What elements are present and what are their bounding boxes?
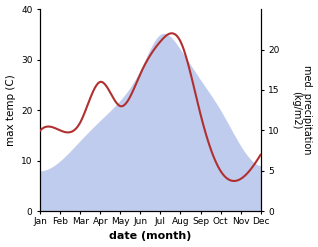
- X-axis label: date (month): date (month): [109, 231, 192, 242]
- Y-axis label: max temp (C): max temp (C): [5, 74, 16, 146]
- Y-axis label: med. precipitation
(kg/m2): med. precipitation (kg/m2): [291, 65, 313, 155]
